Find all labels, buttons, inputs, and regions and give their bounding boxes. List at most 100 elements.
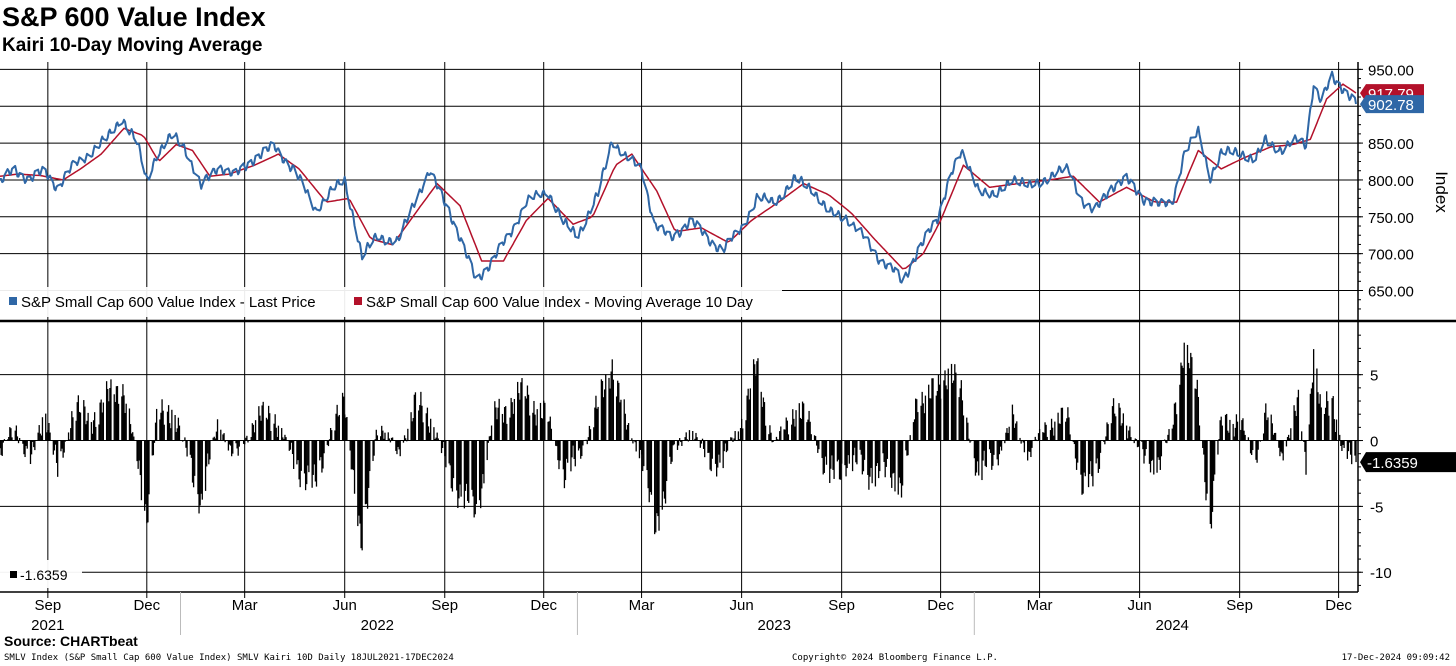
kairi-bar <box>924 395 927 441</box>
kairi-bar <box>29 440 32 465</box>
kairi-bar <box>1037 433 1040 441</box>
kairi-bar <box>708 440 710 453</box>
kairi-bar <box>838 440 841 480</box>
kairi-bar <box>677 440 680 446</box>
kairi-bar <box>1251 440 1253 455</box>
kairi-bar <box>133 436 135 441</box>
kairi-bar <box>1008 426 1010 441</box>
kairi-bar <box>975 440 978 473</box>
top-grid <box>0 62 1358 592</box>
kairi-bar <box>999 440 1002 447</box>
kairi-bar <box>673 440 675 445</box>
kairi-bar <box>1105 436 1107 441</box>
kairi-bar <box>1120 425 1122 441</box>
kairi-bar <box>420 391 422 441</box>
kairi-bar <box>1107 424 1109 441</box>
kairi-bar <box>794 426 796 441</box>
kairi-bar <box>889 440 892 478</box>
kairi-bar <box>650 440 653 495</box>
kairi-bar <box>658 440 660 531</box>
kairi-bar <box>1221 425 1223 441</box>
kairi-bar <box>692 430 694 441</box>
kairi-bar <box>435 437 437 441</box>
kairi-bar <box>908 440 910 442</box>
kairi-bar <box>1031 440 1033 448</box>
kairi-bar <box>577 440 580 451</box>
kairi-bar <box>49 432 51 441</box>
kairi-last-value: -1.6359 <box>1367 455 1418 472</box>
kairi-bar <box>343 396 345 441</box>
kairi-bar <box>764 425 767 441</box>
kairi-bar <box>77 395 79 441</box>
footer-left: SMLV Index (S&P Small Cap 600 Value Inde… <box>4 653 454 663</box>
kairi-bar <box>213 436 215 441</box>
kairi-bar <box>920 405 922 441</box>
kairi-bar <box>128 408 131 441</box>
kairi-bar <box>775 436 778 441</box>
kairi-bar <box>1354 440 1356 456</box>
kairi-bar <box>993 440 995 455</box>
kairi-bar <box>346 417 348 441</box>
kairi-bar <box>1061 407 1064 441</box>
kairi-bar <box>167 405 170 441</box>
kairi-bar <box>503 407 506 441</box>
kairi-bar <box>723 440 725 452</box>
kairi-bar <box>169 423 171 441</box>
kairi-bar <box>14 430 16 441</box>
kairi-bar <box>1280 440 1282 452</box>
month-label: Jun <box>1128 597 1152 614</box>
kairi-bar <box>932 378 934 441</box>
kairi-bar <box>946 389 948 441</box>
kairi-bar <box>251 423 253 441</box>
kairi-bar <box>451 440 454 492</box>
kairi-bar <box>1214 440 1216 475</box>
kairi-bar <box>1328 415 1330 441</box>
kairi-bar <box>452 440 455 479</box>
kairi-bar <box>1327 401 1329 441</box>
kairi-bar <box>1320 407 1322 441</box>
kairi-bar <box>1119 407 1121 441</box>
kairi-bar <box>1304 440 1306 452</box>
kairi-tick-label: -5 <box>1370 499 1383 516</box>
kairi-bar <box>938 384 941 441</box>
kairi-bar <box>102 402 105 441</box>
kairi-bar <box>311 440 313 488</box>
kairi-bar <box>1355 440 1357 463</box>
kairi-bar <box>123 395 125 441</box>
kairi-bar <box>22 440 24 444</box>
kairi-bar <box>822 440 824 475</box>
kairi-bar <box>912 422 915 441</box>
kairi-bar <box>1137 440 1140 447</box>
kairi-bar <box>611 359 613 441</box>
kairi-bar <box>406 440 408 442</box>
kairi-bar <box>1295 416 1297 441</box>
kairi-bar <box>319 440 321 461</box>
kairi-bar <box>395 440 397 451</box>
kairi-bar <box>1113 413 1116 441</box>
kairi-bar <box>732 440 734 442</box>
kairi-bar <box>580 440 582 459</box>
kairi-bar <box>246 435 248 441</box>
kairi-bar <box>1240 429 1242 441</box>
kairi-bar <box>1156 440 1158 473</box>
kairi-bar <box>680 440 682 443</box>
kairi-bar <box>1128 430 1130 441</box>
kairi-bar <box>1326 391 1328 441</box>
kairi-bar <box>1168 429 1170 441</box>
legend-label-price: S&P Small Cap 600 Value Index - Last Pri… <box>21 294 316 311</box>
kairi-bar <box>427 426 430 441</box>
kairi-bar <box>771 440 773 443</box>
kairi-bar <box>1267 417 1269 441</box>
kairi-bar <box>282 437 284 441</box>
kairi-bar <box>189 440 191 455</box>
kairi-bar <box>101 412 103 441</box>
kairi-bar <box>851 440 854 472</box>
kairi-bar <box>414 392 417 441</box>
kairi-bar <box>1187 362 1190 441</box>
kairi-legend-value: -1.6359 <box>20 567 68 583</box>
kairi-bar <box>162 410 164 441</box>
kairi-bar <box>293 440 295 469</box>
kairi-bar <box>1006 428 1008 441</box>
kairi-bar <box>573 440 575 460</box>
kairi-bar <box>390 437 393 441</box>
